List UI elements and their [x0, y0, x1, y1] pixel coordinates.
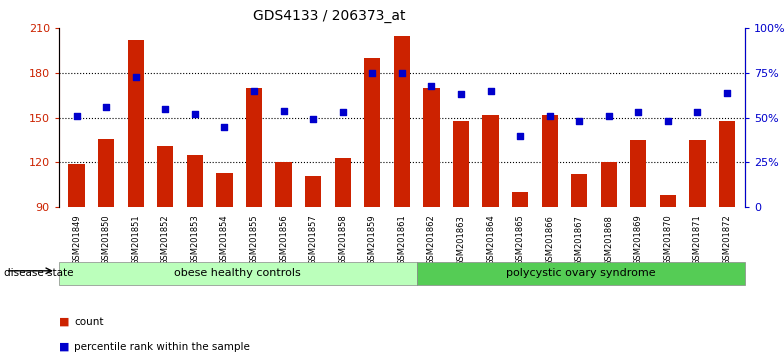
Text: GDS4133 / 206373_at: GDS4133 / 206373_at [253, 9, 405, 23]
Point [485, 88, 497, 94]
Text: count: count [74, 317, 104, 327]
Bar [542, 115, 557, 207]
Point [543, 113, 556, 119]
Point [395, 70, 408, 76]
Bar [423, 88, 440, 207]
Point [336, 109, 349, 115]
Point [366, 70, 379, 76]
Text: disease state: disease state [4, 268, 74, 278]
Point [188, 111, 201, 117]
Bar [689, 140, 706, 207]
Point [455, 92, 467, 97]
Text: ■: ■ [59, 342, 69, 352]
Point [100, 104, 112, 110]
Text: ■: ■ [59, 317, 69, 327]
Bar [128, 40, 143, 207]
Bar [512, 192, 528, 207]
Point [129, 74, 142, 79]
Bar [719, 121, 735, 207]
Bar [601, 162, 617, 207]
Text: percentile rank within the sample: percentile rank within the sample [74, 342, 250, 352]
Bar [157, 146, 173, 207]
Bar [305, 176, 321, 207]
Point [720, 90, 733, 96]
Point [307, 117, 319, 122]
Point [573, 119, 586, 124]
Bar [394, 36, 410, 207]
Point [248, 88, 260, 94]
Bar [364, 58, 380, 207]
Bar [660, 195, 676, 207]
Point [425, 83, 437, 88]
Bar [216, 173, 233, 207]
Point [662, 119, 674, 124]
Point [632, 109, 644, 115]
Bar [630, 140, 647, 207]
Point [278, 108, 290, 113]
Bar [246, 88, 262, 207]
Bar [98, 138, 114, 207]
Bar [335, 158, 350, 207]
Bar [453, 121, 469, 207]
Point [159, 106, 172, 112]
Point [218, 124, 230, 130]
Point [691, 109, 704, 115]
Bar [275, 162, 292, 207]
Bar [68, 164, 85, 207]
Point [71, 113, 83, 119]
Text: polycystic ovary syndrome: polycystic ovary syndrome [506, 268, 655, 279]
Bar [59, 262, 416, 285]
Bar [482, 115, 499, 207]
Bar [187, 155, 203, 207]
Bar [571, 174, 587, 207]
Point [603, 113, 615, 119]
Point [514, 133, 526, 138]
Bar [416, 262, 745, 285]
Text: obese healthy controls: obese healthy controls [174, 268, 301, 279]
